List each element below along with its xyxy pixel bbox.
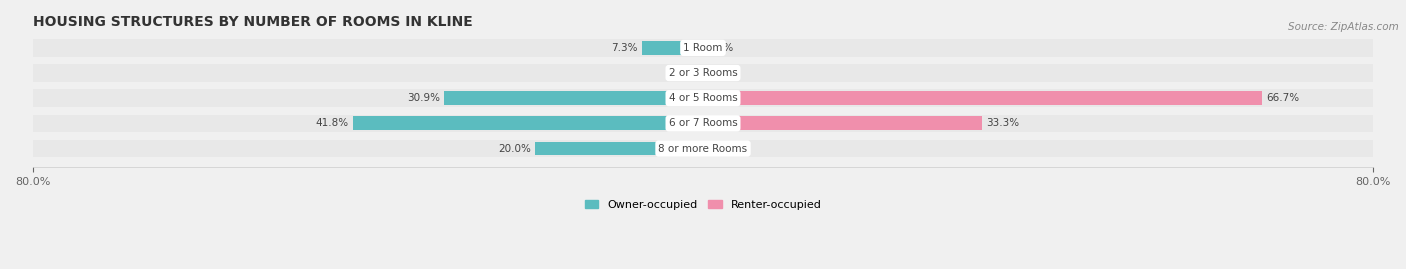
Bar — [703, 115, 1374, 132]
Bar — [703, 91, 1261, 105]
Text: 8 or more Rooms: 8 or more Rooms — [658, 144, 748, 154]
Bar — [32, 39, 703, 57]
Text: 0.0%: 0.0% — [707, 43, 734, 53]
Text: HOUSING STRUCTURES BY NUMBER OF ROOMS IN KLINE: HOUSING STRUCTURES BY NUMBER OF ROOMS IN… — [32, 15, 472, 29]
Bar — [703, 39, 1374, 57]
Text: 41.8%: 41.8% — [315, 118, 349, 128]
Text: Source: ZipAtlas.com: Source: ZipAtlas.com — [1288, 22, 1399, 31]
Bar — [703, 64, 1374, 82]
Text: 2 or 3 Rooms: 2 or 3 Rooms — [669, 68, 737, 78]
Text: 7.3%: 7.3% — [612, 43, 638, 53]
Text: 4 or 5 Rooms: 4 or 5 Rooms — [669, 93, 737, 103]
Bar — [32, 140, 703, 157]
Text: 6 or 7 Rooms: 6 or 7 Rooms — [669, 118, 737, 128]
Text: 20.0%: 20.0% — [498, 144, 531, 154]
Text: 30.9%: 30.9% — [406, 93, 440, 103]
Bar — [444, 91, 703, 105]
Bar — [32, 89, 703, 107]
Text: 33.3%: 33.3% — [986, 118, 1019, 128]
Bar — [641, 41, 703, 55]
Bar — [32, 115, 703, 132]
Bar — [32, 64, 703, 82]
Legend: Owner-occupied, Renter-occupied: Owner-occupied, Renter-occupied — [581, 196, 825, 214]
Bar — [703, 89, 1374, 107]
Bar — [703, 140, 1374, 157]
Text: 0.0%: 0.0% — [672, 68, 699, 78]
Text: 1 Room: 1 Room — [683, 43, 723, 53]
Bar — [536, 141, 703, 155]
Bar — [353, 116, 703, 130]
Text: 66.7%: 66.7% — [1265, 93, 1299, 103]
Text: 0.0%: 0.0% — [707, 68, 734, 78]
Bar — [703, 116, 981, 130]
Text: 0.0%: 0.0% — [707, 144, 734, 154]
